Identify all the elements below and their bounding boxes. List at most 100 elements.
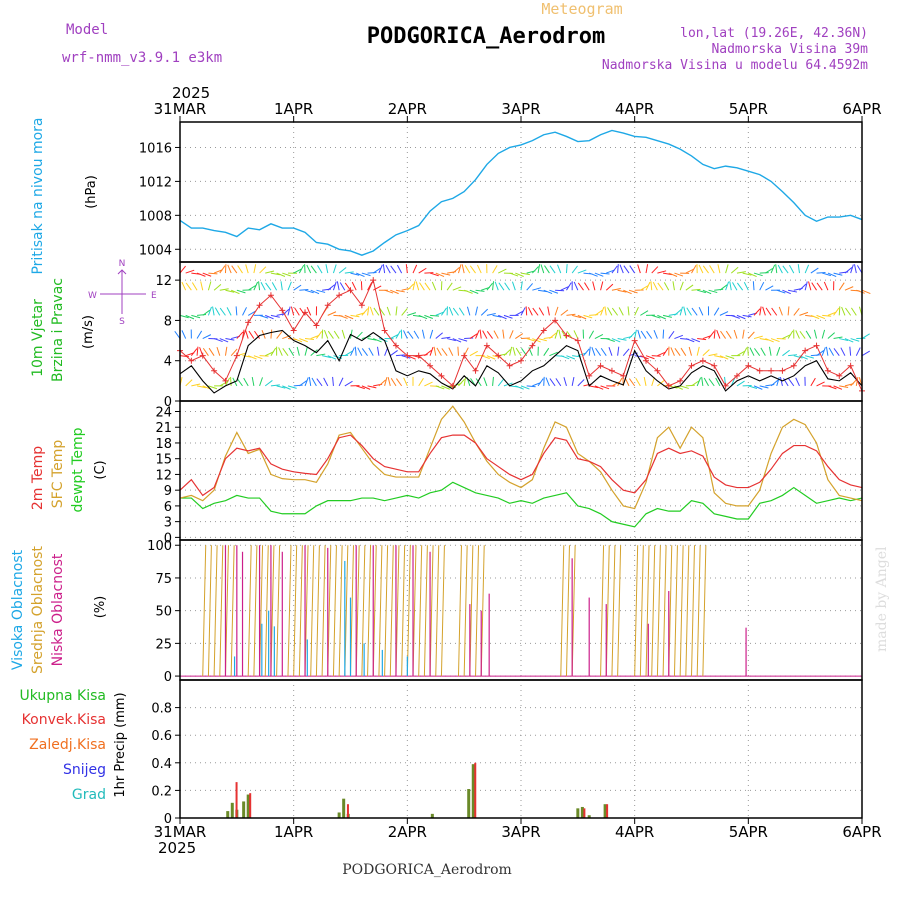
wind-arrow [834,337,843,339]
wind-arrow [538,339,547,341]
watermark: made by Angel [874,546,890,652]
wind-arrow [748,332,754,339]
cloud-mid-bar [254,545,257,676]
wind-arrow [528,307,532,315]
wind-arrow [305,347,307,356]
wind-arrow [498,379,504,386]
wind-arrow [271,315,280,317]
wind-arrow [640,311,648,316]
wind-arrow [779,307,782,315]
precip-unit: 1hr Precip (mm) [113,692,128,797]
panel-wind: 04812 [155,262,870,410]
wind-arrow [352,282,356,290]
wind-arrow [699,265,703,273]
cloud-mid-bar [464,545,467,676]
wind-arrow [826,347,827,356]
wind-arrow [271,385,280,386]
wind-arrow [459,308,464,316]
wind-arrow [609,347,612,355]
wind-arrow [476,290,485,291]
wind-arrow [726,331,731,338]
wind-arrow [345,381,353,386]
wind-arrow [297,347,299,356]
wind-arrow [244,378,249,386]
wind-arrow [201,281,203,290]
wind-arrow [503,330,504,339]
wind-arrow [191,349,197,356]
ytick-label: 1016 [139,141,172,156]
cloud-mid-bar [692,545,695,676]
panel-precip: 0 0.2 0.4 0.6 0.8 [151,680,862,827]
wind-arrow [413,265,417,273]
cloud-low-label: Niska Oblacnost [50,553,66,666]
wind-arrow [684,307,686,316]
meteogram-label: Meteogram [541,0,622,18]
wind-arrow [249,331,254,339]
wind-arrow [369,348,373,356]
wind-arrow [324,378,328,386]
wind-arrow [720,312,728,316]
wind-arrow [307,307,311,315]
cloud-mid-bar [674,545,677,676]
time-label-top: 1APR [274,100,313,118]
wind-arrow [644,377,646,386]
wind-arrow [538,264,540,273]
ytick-label: 21 [155,421,172,436]
wind-arrow [186,270,195,273]
cloud-axis-labels: Visoka Oblacnost Srednja Oblacnost Niska… [10,546,108,674]
wind-arrow [225,347,226,356]
wind-arrow [789,265,793,273]
wind-arrow [687,308,692,316]
wind-arrow [641,331,646,339]
wind-gust-marker [779,368,785,374]
precip-conv-label: Konvek.Kisa [22,712,106,728]
temp-dew-label: dewpt Temp [70,427,86,512]
time-label-bottom: 31MAR [154,823,207,841]
precip-frozen-label: Zaledj.Kisa [29,737,106,753]
wind-arrow [714,308,719,316]
precip-snow-label: Snijeg [63,762,106,778]
wind-arrow [203,335,211,339]
wind-arrow [805,356,814,358]
wind-arrow [186,380,193,386]
wind-arrow [467,307,469,316]
cloud-mid-bar [686,545,689,676]
wind-arrow [425,283,430,290]
wind-arrow [355,347,356,356]
wind-arrow [480,330,481,339]
wind-arrow [391,378,396,386]
wind-arrow [783,266,788,273]
wind-arrow [299,265,303,273]
wind-arrow [266,283,271,290]
temp-axis-labels: 2m Temp SFC Temp dewpt Temp (C) [30,427,108,512]
wind-arrow [589,347,590,356]
wind-arrow [487,313,496,315]
wind-arrow [686,285,693,290]
cloud-mid-bar [657,545,660,676]
wind-arrow [289,348,294,356]
wind-arrow [697,347,699,356]
wind-arrow [447,283,452,290]
wind-arrow [288,282,291,290]
wind-arrow [675,348,680,355]
wind-arrow [458,379,464,386]
cloud-mid-label: Srednja Oblacnost [30,546,46,674]
wind-arrow [702,377,703,386]
precip-total-bar [242,801,245,818]
cloud-mid-bar [311,545,314,676]
wind-arrow [322,330,323,339]
ytick-label: 12 [155,274,172,289]
wind-arrow [618,347,619,356]
wind-arrow [458,347,459,356]
wind-arrow [191,315,200,317]
ytick-label: 15 [155,453,172,468]
wind-arrow [788,306,789,315]
wind-arrow [686,385,695,386]
model-label: Model [66,22,108,38]
wind-arrow [328,331,333,338]
ytick-label: 0.2 [151,784,172,799]
wind-arrow [800,331,805,338]
wind-arrow [709,379,714,386]
wind-arrow [652,267,658,274]
wind-arrow [709,290,718,292]
